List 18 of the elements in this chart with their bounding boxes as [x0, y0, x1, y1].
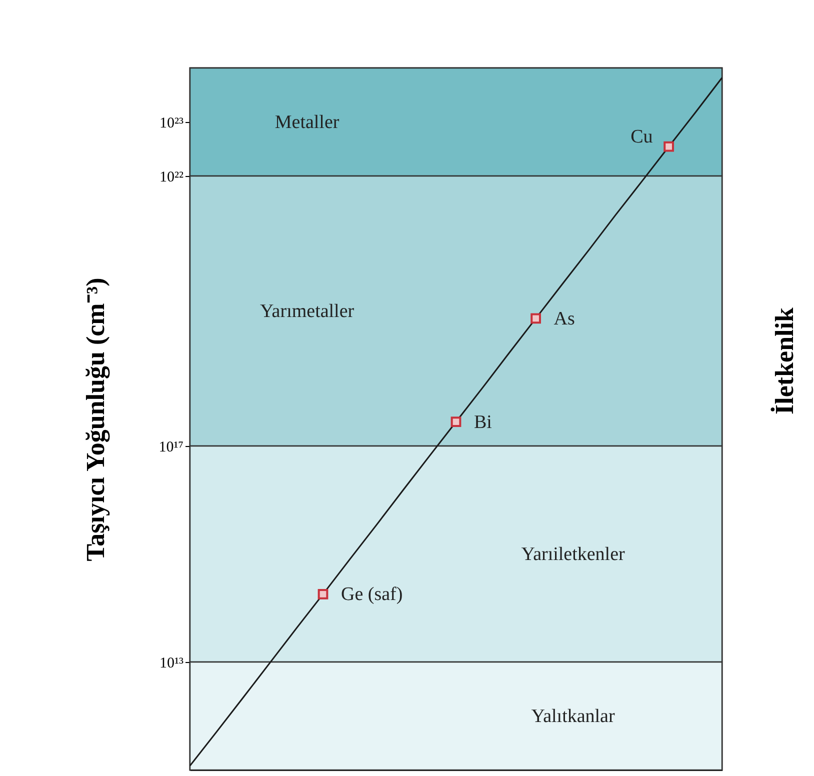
point [450, 416, 462, 428]
band-label: Yalıtkanlar [531, 706, 616, 727]
y-tick-label: 10¹⁷ [158, 440, 184, 456]
data-label: Ge (saf) [341, 584, 403, 606]
band-label: Yarımetaller [260, 301, 355, 322]
data-label: As [554, 308, 575, 330]
point [530, 313, 541, 324]
y-tick-label: 10¹³ [160, 656, 184, 672]
band-label: Yarıiletkenler [521, 544, 626, 565]
y-axis-title: Taşıyıcı Yoğunluğu (cm⁻³) [80, 278, 110, 562]
y-tick-label: 10²² [160, 170, 184, 186]
y-tick-label: 10²³ [160, 116, 184, 132]
data-label: Cu [630, 126, 654, 148]
band-label: Metaller [274, 112, 340, 133]
text: İletkenlik [770, 307, 799, 414]
point [664, 141, 674, 152]
point [318, 589, 328, 600]
data-label: Bi [474, 412, 492, 433]
